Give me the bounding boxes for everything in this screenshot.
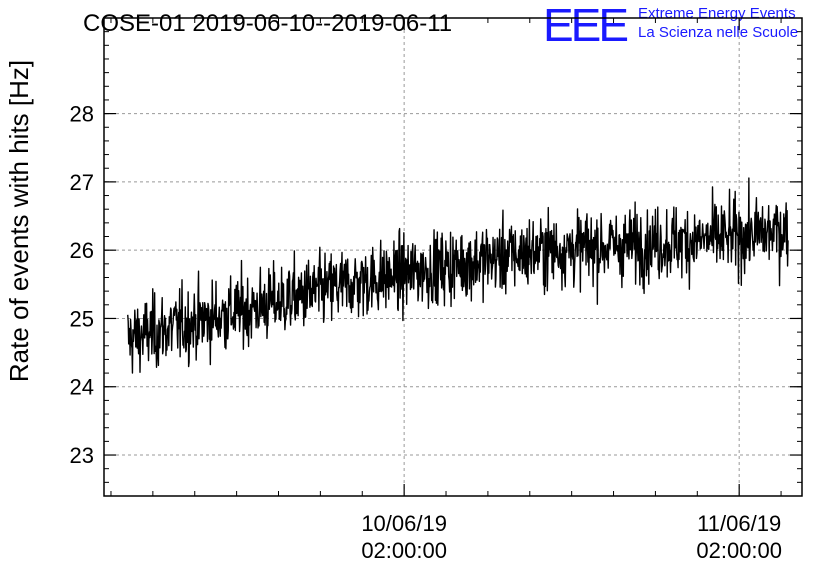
y-tick-label: 23 (70, 443, 94, 468)
eee-logo-mark: EEE (543, 0, 629, 51)
series-group (127, 177, 789, 374)
y-tick-labels: 23 24 25 26 27 28 (70, 102, 94, 468)
axis-ticks (104, 17, 802, 497)
chart-title: COSE-01 2019-06-10--2019-06-11 (83, 10, 453, 37)
y-tick-label: 27 (70, 170, 94, 195)
y-axis-label: Rate of events with hits [Hz] (4, 60, 34, 382)
logo-line-2: La Scienza nelle Scuole (638, 24, 799, 41)
x-tick-label-time: 02:00:00 (361, 538, 447, 563)
rate-series-line (127, 177, 789, 374)
y-tick-label: 28 (70, 102, 94, 127)
y-tick-label: 25 (70, 306, 94, 331)
x-tick-labels: 10/06/1902:00:0011/06/1902:00:0012/06/19… (361, 511, 782, 563)
y-tick-label: 24 (70, 375, 94, 400)
plot-frame (103, 17, 803, 497)
x-tick-label-date: 11/06/19 (697, 511, 781, 536)
x-tick-label-time: 02:00:00 (696, 538, 782, 563)
y-tick-label: 26 (70, 238, 94, 263)
x-tick-label-date: 10/06/19 (361, 511, 447, 536)
